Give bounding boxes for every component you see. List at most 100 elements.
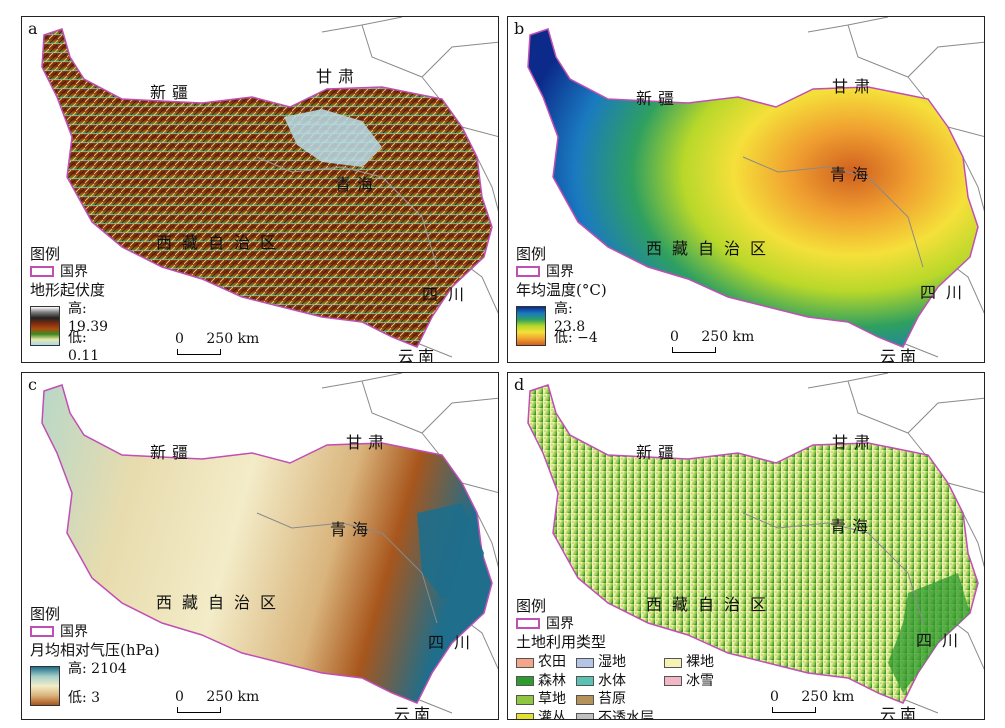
legend-ramp-row: 高: 23.8 低: −4 [516, 301, 607, 350]
panel-label: d [514, 375, 525, 394]
scale-label: 250 km [206, 331, 260, 347]
region-sichuan: 四川 [920, 283, 973, 302]
region-qinghai: 青海 [335, 175, 380, 194]
lake-basin-a [284, 109, 382, 167]
plateau-shape-c [41, 384, 493, 704]
region-yunnan: 云南 [880, 705, 921, 720]
color-ramp [30, 306, 60, 346]
ramp-high-label: 高: 23.8 [554, 301, 586, 335]
region-yunnan: 云南 [880, 347, 921, 363]
legend-b: 图例 国界 年均温度(°C) 高: 23.8 低: −4 [516, 245, 607, 350]
border-label: 国界 [60, 263, 88, 280]
legend-title: 图例 [30, 245, 61, 263]
legend-title: 图例 [516, 597, 547, 615]
legend-variable: 土地利用类型 [516, 633, 607, 652]
ramp-low-label: 低: −4 [554, 330, 598, 346]
landuse-label: 森林 [538, 672, 566, 689]
border-symbol-icon [516, 618, 540, 630]
border-symbol-icon [516, 266, 540, 278]
ramp-low-label: 低: 3 [68, 690, 101, 706]
region-gansu: 甘肃 [832, 77, 877, 96]
landuse-label: 裸地 [686, 654, 714, 670]
scale-zero: 0 [770, 689, 779, 705]
ramp-high-label: 高: 2104 [68, 661, 127, 677]
landuse-label: 农田 [538, 654, 566, 670]
region-tibet: 西藏自治区 [646, 239, 777, 258]
map-b [527, 17, 984, 358]
swatch-icon [664, 657, 682, 668]
landuse-item: 冰雪 [664, 673, 714, 691]
region-gansu: 甘肃 [832, 433, 877, 452]
landuse-label: 草地 [538, 691, 566, 707]
panel-label: c [28, 375, 37, 394]
region-sichuan: 四川 [422, 285, 475, 304]
legend-variable: 地形起伏度 [30, 281, 106, 300]
internal-boundary-b [742, 156, 924, 268]
scale-bar: 0 250 km [175, 331, 295, 357]
internal-boundary-d [742, 512, 924, 624]
scale-label: 250 km [801, 689, 855, 705]
plateau-shape-b [527, 28, 979, 348]
scale-zero: 0 [175, 689, 184, 705]
landuse-label: 水体 [598, 672, 626, 689]
legend-variable: 月均相对气压(hPa) [30, 641, 160, 660]
landuse-legend-grid: 农田 湿地 裸地 森林 水体 冰雪 草地 苔原 灌丛 不透水层 [516, 654, 714, 720]
color-ramp [30, 666, 60, 706]
landuse-item: 裸地 [664, 654, 714, 672]
swatch-icon [576, 657, 594, 668]
region-xinjiang: 新疆 [636, 443, 681, 462]
border-symbol-icon [30, 626, 54, 638]
swatch-icon [576, 694, 594, 705]
border-label: 国界 [546, 615, 574, 632]
region-qinghai: 青海 [830, 165, 875, 184]
landuse-label: 湿地 [598, 654, 626, 670]
legend-border-row: 国界 [30, 624, 160, 642]
scale-bar-line [672, 347, 716, 353]
landuse-item: 灌丛 [516, 709, 566, 720]
scale-label: 250 km [206, 689, 260, 705]
legend-border-row: 国界 [516, 264, 607, 282]
region-qinghai: 青海 [330, 520, 375, 539]
panel-d: d 新疆 甘肃 青海 西藏自治区 四川 云南 图例 国界 土地利用类型 农田 湿… [507, 372, 985, 720]
forest-belt-d [888, 573, 970, 693]
panel-a: a 新疆 甘肃 青海 西藏自治区 四川 云南 图例 国界 地形起伏度 高: 19… [21, 16, 499, 363]
region-tibet: 西藏自治区 [156, 593, 287, 612]
high-pressure-zone-c [417, 503, 484, 598]
region-tibet: 西藏自治区 [646, 595, 777, 614]
region-qinghai: 青海 [830, 517, 875, 536]
landuse-label: 冰雪 [686, 672, 714, 689]
legend-title: 图例 [516, 245, 547, 263]
swatch-icon [516, 657, 534, 668]
scale-zero: 0 [175, 331, 184, 347]
scale-bar: 0 250 km [670, 329, 790, 355]
landuse-label: 灌丛 [538, 709, 566, 720]
region-gansu: 甘肃 [346, 433, 391, 452]
scale-bar-line [177, 349, 221, 355]
map-c [41, 373, 498, 714]
landuse-item: 草地 [516, 691, 566, 709]
scale-bar-line [177, 707, 221, 713]
legend-ramp-row: 高: 19.39 低: 0.11 [30, 301, 109, 362]
legend-variable: 年均温度(°C) [516, 281, 607, 300]
legend-title: 图例 [30, 605, 61, 623]
swatch-icon [664, 676, 682, 687]
color-ramp [516, 306, 546, 346]
swatch-icon [576, 713, 594, 719]
internal-boundary-c [256, 512, 438, 624]
ramp-high-label: 高: 19.39 [68, 301, 109, 335]
legend-d: 图例 国界 土地利用类型 农田 湿地 裸地 森林 水体 冰雪 草地 苔原 灌丛 … [516, 597, 714, 720]
legend-border-row: 国界 [30, 264, 105, 282]
internal-boundary-a [256, 156, 438, 268]
landuse-item: 水体 [576, 673, 654, 691]
landuse-item: 苔原 [576, 691, 654, 709]
border-label: 国界 [60, 623, 88, 640]
scale-zero: 0 [670, 329, 679, 345]
legend-a: 图例 国界 地形起伏度 高: 19.39 低: 0.11 [30, 245, 109, 362]
panel-label: a [28, 19, 38, 38]
ramp-low-label: 低: 0.11 [68, 330, 100, 363]
scale-bar: 0 250 km [770, 689, 890, 715]
region-yunnan: 云南 [394, 705, 435, 720]
map-a [41, 17, 498, 358]
plateau-shape-a [41, 28, 493, 348]
panel-b: b 新疆 甘肃 青海 西藏自治区 四川 云南 图例 国界 年均温度(°C) 高:… [507, 16, 985, 363]
